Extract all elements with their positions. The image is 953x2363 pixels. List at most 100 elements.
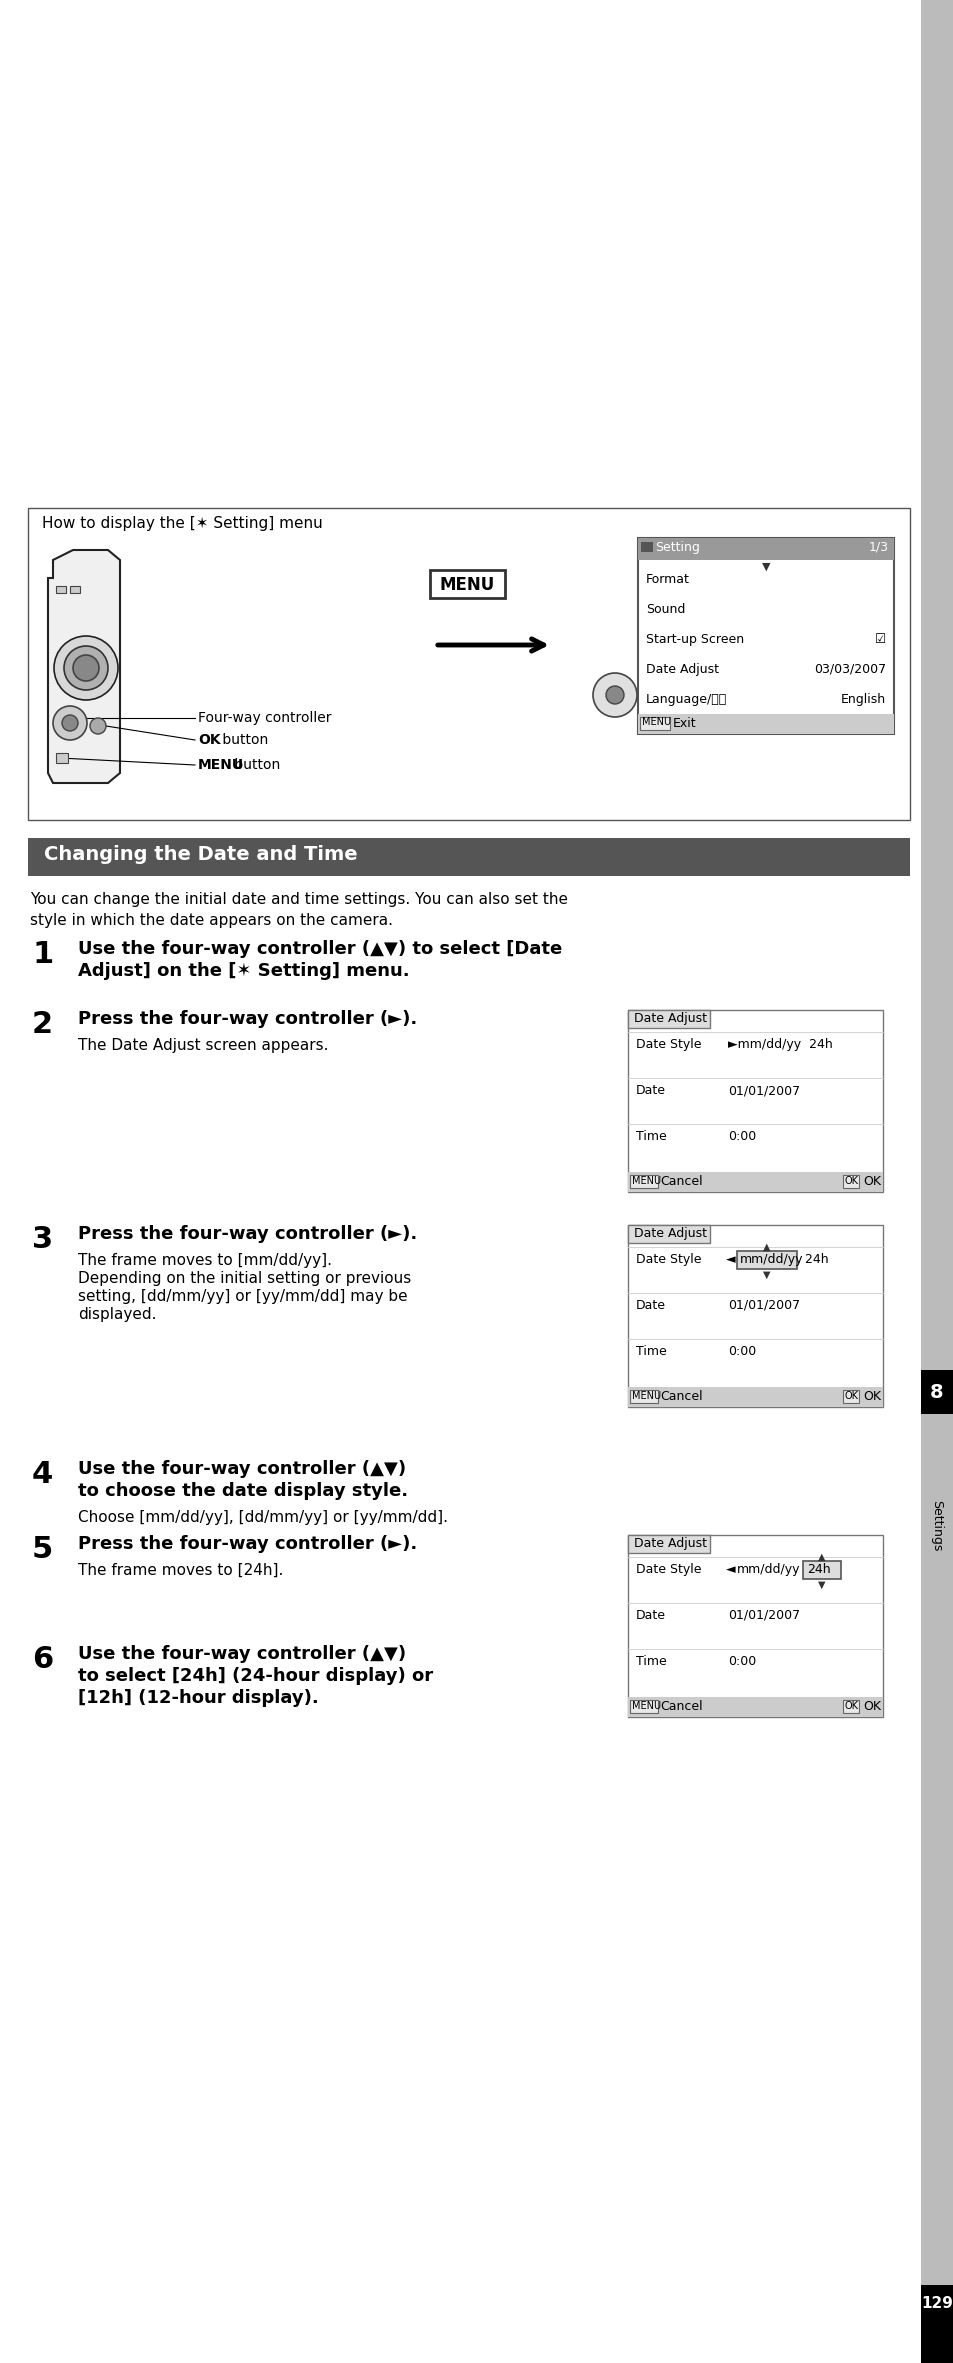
Text: 5: 5 <box>32 1536 53 1564</box>
Text: The frame moves to [mm/dd/yy].: The frame moves to [mm/dd/yy]. <box>78 1252 332 1269</box>
Text: MENU: MENU <box>439 577 494 593</box>
Text: 0:00: 0:00 <box>727 1130 756 1144</box>
Text: Start-up Screen: Start-up Screen <box>645 633 743 645</box>
Text: Cancel: Cancel <box>659 1389 702 1404</box>
FancyBboxPatch shape <box>639 716 669 730</box>
FancyBboxPatch shape <box>430 569 504 598</box>
Text: Date: Date <box>636 1609 665 1621</box>
Text: setting, [dd/mm/yy] or [yy/mm/dd] may be: setting, [dd/mm/yy] or [yy/mm/dd] may be <box>78 1288 407 1304</box>
Text: ◄: ◄ <box>598 692 603 697</box>
Text: Settings: Settings <box>929 1501 943 1552</box>
FancyBboxPatch shape <box>70 586 80 593</box>
Text: OK: OK <box>862 1174 880 1189</box>
Text: Setting: Setting <box>655 541 700 553</box>
Circle shape <box>64 645 108 690</box>
Text: The frame moves to [24h].: The frame moves to [24h]. <box>78 1562 283 1578</box>
Text: Date Style: Date Style <box>636 1252 700 1267</box>
Text: MENU: MENU <box>641 716 670 728</box>
Circle shape <box>62 716 78 730</box>
Text: OK: OK <box>862 1699 880 1713</box>
Text: 1/3: 1/3 <box>868 541 888 553</box>
Circle shape <box>605 685 623 704</box>
FancyBboxPatch shape <box>28 839 909 877</box>
Text: Press the four-way controller (►).: Press the four-way controller (►). <box>78 1009 416 1028</box>
Text: 1: 1 <box>32 940 53 969</box>
Text: ◄: ◄ <box>725 1252 735 1267</box>
FancyBboxPatch shape <box>638 539 893 735</box>
Text: Cancel: Cancel <box>659 1174 702 1189</box>
Text: ►mm/dd/yy  24h: ►mm/dd/yy 24h <box>727 1037 832 1052</box>
Text: ▼: ▼ <box>818 1581 825 1590</box>
Text: 24h: 24h <box>806 1562 830 1576</box>
Text: Exit: Exit <box>672 716 696 730</box>
Text: 129: 129 <box>920 2297 952 2311</box>
Text: OK: OK <box>844 1701 858 1711</box>
FancyBboxPatch shape <box>638 714 893 735</box>
Text: Date: Date <box>636 1300 665 1311</box>
Text: Date Adjust: Date Adjust <box>634 1536 706 1550</box>
FancyBboxPatch shape <box>802 1562 841 1578</box>
Text: MENU: MENU <box>198 759 244 773</box>
Text: Four-way controller: Four-way controller <box>198 711 331 725</box>
Text: Date Adjust: Date Adjust <box>634 1011 706 1026</box>
Text: 6: 6 <box>32 1645 53 1673</box>
FancyBboxPatch shape <box>629 1699 658 1713</box>
FancyBboxPatch shape <box>28 508 909 820</box>
Text: button: button <box>230 759 280 773</box>
Text: Adjust] on the [✶ Setting] menu.: Adjust] on the [✶ Setting] menu. <box>78 962 409 981</box>
Text: ▲: ▲ <box>612 678 617 683</box>
FancyBboxPatch shape <box>76 551 101 560</box>
Text: 0:00: 0:00 <box>727 1345 756 1359</box>
Text: mm/dd/yy: mm/dd/yy <box>737 1562 800 1576</box>
Text: OK: OK <box>844 1177 858 1186</box>
Text: style in which the date appears on the camera.: style in which the date appears on the c… <box>30 912 393 929</box>
Text: Language/言語: Language/言語 <box>645 692 726 707</box>
Text: Press the four-way controller (►).: Press the four-way controller (►). <box>78 1224 416 1243</box>
FancyBboxPatch shape <box>920 2285 953 2363</box>
Text: Changing the Date and Time: Changing the Date and Time <box>44 846 357 865</box>
Text: OK: OK <box>862 1389 880 1404</box>
FancyBboxPatch shape <box>56 754 68 763</box>
FancyBboxPatch shape <box>627 1697 882 1718</box>
Text: 24h: 24h <box>801 1252 828 1267</box>
Text: mm/dd/yy: mm/dd/yy <box>740 1252 802 1267</box>
Text: Time: Time <box>636 1345 666 1359</box>
Text: [12h] (12-hour display).: [12h] (12-hour display). <box>78 1690 318 1706</box>
Text: 2: 2 <box>32 1009 53 1040</box>
Text: ☑: ☑ <box>874 633 885 645</box>
Text: Use the four-way controller (▲▼): Use the four-way controller (▲▼) <box>78 1645 406 1664</box>
Text: to choose the date display style.: to choose the date display style. <box>78 1482 408 1501</box>
FancyBboxPatch shape <box>640 541 652 553</box>
Text: 01/01/2007: 01/01/2007 <box>727 1300 800 1311</box>
Text: Date Style: Date Style <box>636 1037 700 1052</box>
Text: The Date Adjust screen appears.: The Date Adjust screen appears. <box>78 1037 328 1054</box>
FancyBboxPatch shape <box>629 1389 658 1404</box>
Text: ▼: ▼ <box>762 1269 770 1281</box>
FancyBboxPatch shape <box>920 1371 953 1413</box>
FancyBboxPatch shape <box>920 0 953 2363</box>
Text: to select [24h] (24-hour display) or: to select [24h] (24-hour display) or <box>78 1666 433 1685</box>
FancyBboxPatch shape <box>627 1536 709 1552</box>
FancyBboxPatch shape <box>627 1536 882 1718</box>
Circle shape <box>73 655 99 681</box>
Text: OK: OK <box>844 1392 858 1401</box>
Text: ▲: ▲ <box>762 1243 770 1252</box>
FancyBboxPatch shape <box>627 1224 882 1406</box>
Text: Date: Date <box>636 1085 665 1096</box>
FancyBboxPatch shape <box>627 1224 709 1243</box>
FancyBboxPatch shape <box>638 539 893 560</box>
FancyBboxPatch shape <box>627 1387 882 1406</box>
Text: Use the four-way controller (▲▼) to select [Date: Use the four-way controller (▲▼) to sele… <box>78 940 561 957</box>
Text: MENU: MENU <box>631 1177 660 1186</box>
Text: MENU: MENU <box>631 1701 660 1711</box>
FancyBboxPatch shape <box>627 1009 709 1028</box>
Polygon shape <box>48 551 120 782</box>
Text: ◄: ◄ <box>725 1562 735 1576</box>
Text: 8: 8 <box>929 1382 943 1401</box>
Text: ▼: ▼ <box>760 562 769 572</box>
Text: Format: Format <box>645 572 689 586</box>
Text: ►: ► <box>626 692 631 697</box>
Text: ▼: ▼ <box>612 707 617 711</box>
Text: Use the four-way controller (▲▼): Use the four-way controller (▲▼) <box>78 1460 406 1477</box>
Circle shape <box>90 718 106 735</box>
